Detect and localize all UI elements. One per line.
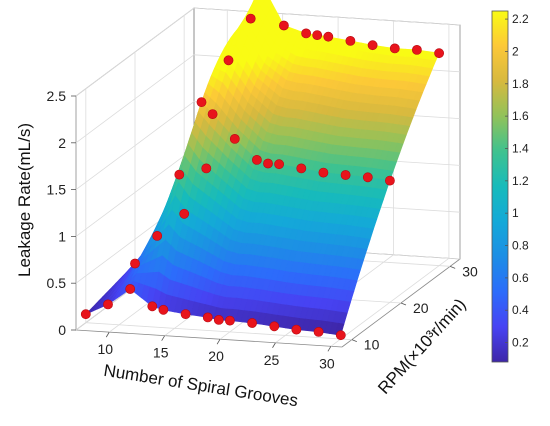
data-point: [340, 170, 351, 180]
data-point: [291, 324, 302, 335]
z-tick-label: 2.5: [47, 88, 67, 104]
colorbar-gradient: [491, 10, 509, 363]
data-point: [180, 309, 191, 319]
data-point: [251, 154, 262, 165]
x-tick-mark: [216, 339, 221, 345]
data-point: [269, 321, 280, 332]
data-point: [362, 172, 373, 183]
data-point: [301, 28, 311, 39]
x-tick-mark: [327, 346, 332, 352]
y-tick-label: 30: [462, 263, 478, 279]
colorbar-tick-label: 0.4: [512, 303, 529, 317]
data-point: [278, 20, 289, 31]
colorbar-tick-label: 0.6: [512, 271, 529, 285]
y-tick-mark: [450, 265, 456, 269]
data-point: [158, 304, 169, 315]
data-point: [263, 158, 273, 169]
colorbar-tick-label: 2.2: [512, 12, 529, 26]
y-tick-label: 20: [413, 300, 429, 316]
grid-line-z-side: [75, 54, 195, 144]
data-point: [245, 13, 256, 24]
data-point: [125, 284, 136, 294]
data-point: [213, 314, 224, 325]
data-point: [202, 312, 213, 323]
surface-mesh: [85, 0, 440, 336]
data-point: [224, 315, 235, 326]
grid-line-y-floor: [85, 322, 352, 341]
data-markers: [80, 13, 444, 341]
colorbar: 0.2 0.4 0.6 0.8 1 1.2 1.4 1.6 1.8 2 2.2: [491, 10, 529, 363]
data-point: [179, 208, 190, 219]
colorbar-tick-label: 1.6: [512, 109, 529, 123]
z-tick-label: 2: [58, 135, 66, 151]
colorbar-tick-label: 1: [512, 206, 519, 220]
y-tick-label: 10: [364, 337, 380, 353]
y-tick-mark: [400, 302, 407, 306]
x-tick-mark: [272, 342, 276, 348]
data-point: [80, 309, 91, 320]
data-point: [229, 133, 240, 144]
grid-line-z-side: [75, 101, 195, 190]
data-point: [174, 169, 185, 180]
data-point: [274, 159, 284, 170]
data-point: [147, 301, 158, 312]
x-tick-mark: [161, 335, 166, 341]
data-point: [207, 109, 218, 119]
colorbar-tick-label: 2: [512, 44, 519, 58]
z-tick-label: 0: [58, 322, 66, 338]
colorbar-tick-label: 1.4: [512, 142, 529, 156]
x-tick-label: 25: [264, 352, 280, 368]
data-point: [384, 175, 395, 186]
grid-line-z-back: [193, 7, 461, 26]
data-point: [201, 163, 212, 174]
x-tick-label: 15: [153, 345, 169, 361]
x-tick-label: 30: [319, 355, 335, 371]
data-point: [345, 36, 356, 46]
data-point: [323, 31, 334, 42]
data-point: [411, 45, 422, 55]
data-point: [130, 258, 140, 269]
colorbar-tick-label: 1.2: [512, 174, 529, 188]
data-point: [434, 48, 444, 59]
colorbar-tick-label: 0.2: [512, 336, 529, 350]
z-tick-label: 1: [58, 228, 66, 244]
z-tick-label: 0.5: [47, 275, 67, 291]
colorbar-tick-label: 0.8: [512, 239, 529, 253]
axis-ticks: 0 0.5 1 1.5 2 2.5 10 15 20 25 30 10 20 30: [47, 88, 478, 371]
floor-front-edge: [75, 329, 343, 348]
data-point: [152, 230, 163, 241]
data-point: [223, 55, 234, 66]
data-point: [196, 97, 207, 107]
x-tick-label: 20: [208, 348, 224, 364]
data-point: [367, 40, 378, 51]
data-point: [389, 43, 400, 54]
data-point: [312, 30, 323, 40]
data-point: [247, 318, 257, 328]
z-axis-label: Leakage Rate(mL/s): [15, 123, 34, 277]
data-point: [296, 163, 307, 174]
data-point: [335, 330, 346, 341]
grid-line-z-side: [75, 7, 195, 97]
x-axis-label: Number of Spiral Grooves: [102, 361, 299, 411]
z-tick-label: 1.5: [47, 182, 67, 198]
data-point: [103, 299, 113, 310]
x-tick-mark: [105, 331, 110, 338]
data-point: [318, 167, 329, 178]
x-tick-label: 10: [98, 341, 114, 357]
y-tick-mark: [351, 339, 357, 343]
grid-line-z-side: [75, 148, 195, 237]
data-point: [313, 326, 324, 337]
colorbar-tick-label: 1.8: [512, 77, 529, 91]
